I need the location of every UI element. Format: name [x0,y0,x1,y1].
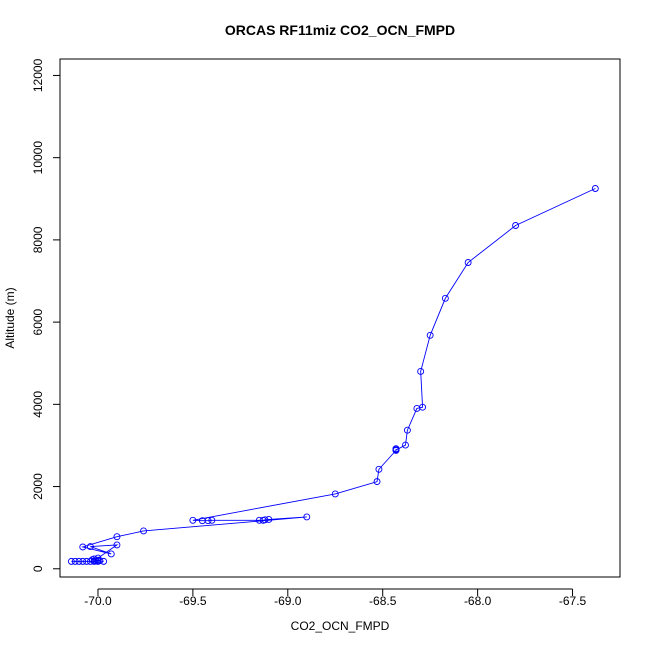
data-point [402,441,409,449]
data-point [189,516,197,524]
plot-frame [59,58,621,578]
x-tick-label: -68.0 [464,594,492,608]
x-tick-label: -69.5 [179,594,207,608]
series-layer [67,185,599,565]
data-point [441,294,449,302]
chart-title: ORCAS RF11miz CO2_OCN_FMPD [225,22,455,38]
y-tick-label: 2000 [31,473,45,500]
data-point [140,527,147,535]
y-tick-label: 8000 [31,226,45,253]
data-point [100,557,108,565]
series-line [71,188,596,562]
data-point [79,557,87,565]
data-point [75,557,83,565]
x-tick-label: -69.0 [274,594,302,608]
data-point [426,331,434,339]
data-point [113,541,121,549]
data-point [204,517,212,525]
x-tick-label: -70.0 [84,594,112,608]
data-point [265,515,273,523]
data-point [392,446,400,454]
data-point [198,517,206,525]
y-tick-label: 0 [31,565,45,572]
data-point [373,478,381,486]
data-point [83,557,91,565]
data-point [331,490,339,498]
y-tick-label: 12000 [31,58,45,92]
x-axis-label: CO2_OCN_FMPD [291,619,390,633]
data-point [403,426,411,434]
plot-area: -70.0 -69.5 -69.0 -68.5 -68.0 -67.5 0 2000 4000… [31,58,621,608]
data-point [113,533,121,541]
data-point [464,259,472,266]
data-point [375,465,383,473]
y-tick-label: 10000 [31,141,45,175]
x-tick-label: -67.5 [559,594,587,608]
data-point [413,404,421,412]
data-point [86,543,94,551]
data-point [67,557,75,565]
data-point [303,513,311,521]
data-point [417,367,425,375]
y-tick-label: 4000 [31,391,45,418]
y-axis-label: Altitude (m) [3,287,17,348]
y-axis: 0 2000 4000 6000 8000 10000 12000 [31,58,61,572]
data-point [512,222,520,229]
data-point [419,403,427,411]
x-axis: -70.0 -69.5 -69.0 -68.5 -68.0 -67.5 [84,588,587,608]
data-point [92,557,100,565]
y-tick-label: 6000 [31,308,45,335]
data-point [261,516,269,524]
data-point [71,557,79,565]
data-point [208,516,216,524]
x-tick-label: -68.5 [369,594,397,608]
data-point [107,550,115,558]
data-point [79,543,87,551]
data-point [591,185,599,192]
